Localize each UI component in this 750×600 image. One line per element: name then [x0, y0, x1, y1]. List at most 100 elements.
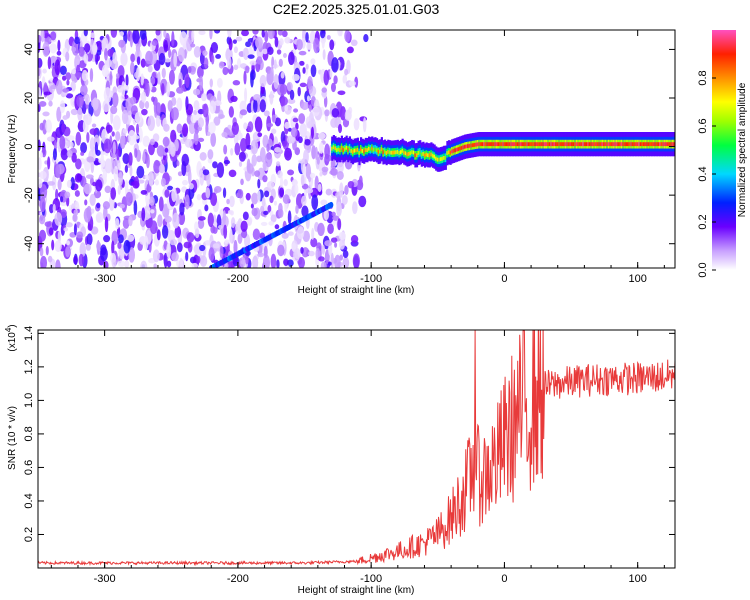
heatmap-cell	[585, 142, 588, 147]
heatmap-cell	[157, 214, 163, 228]
heatmap-cell	[114, 217, 120, 230]
heatmap-cell	[614, 142, 617, 147]
heatmap-cell	[202, 103, 209, 118]
heatmap-cell	[242, 211, 249, 221]
heatmap-cell	[196, 256, 201, 264]
heatmap-cell	[74, 190, 80, 197]
heatmap-cell	[527, 142, 531, 147]
heatmap-cell	[436, 157, 439, 162]
heatmap-cell	[125, 191, 133, 207]
x-tick-label: -300	[94, 273, 116, 285]
heatmap-cell	[346, 46, 354, 54]
heatmap-cell	[331, 146, 334, 151]
heatmap-cell	[184, 73, 190, 89]
heatmap-cell	[558, 142, 561, 147]
heatmap-cell	[207, 149, 214, 160]
heatmap-cell	[140, 91, 147, 103]
heatmap-cell	[155, 30, 161, 36]
heatmap-cell	[264, 30, 269, 43]
heatmap-cell	[478, 142, 481, 147]
heatmap-cell	[185, 96, 189, 111]
snr-panel: -300 -200 -100 0 100 0.2 0.4 0.6 0.8 1.0 1.2 1.4 He…	[4, 324, 676, 596]
heatmap-cell	[218, 225, 223, 230]
heatmap-cell	[193, 131, 199, 146]
heatmap-cell	[366, 148, 369, 153]
y-tick-label: 0	[23, 144, 35, 150]
heatmap-cell	[222, 210, 226, 225]
heatmap-cell	[228, 195, 235, 208]
heatmap-cell	[194, 228, 200, 239]
heatmap-cell	[601, 142, 604, 147]
heatmap-cell	[649, 142, 652, 147]
heatmap-cell	[59, 100, 66, 114]
heatmap-cell	[494, 142, 497, 147]
heatmap-cell	[177, 47, 185, 62]
heatmap-cell	[534, 142, 537, 147]
heatmap-cell	[443, 155, 446, 160]
heatmap-cell	[257, 132, 263, 138]
heatmap-cell	[126, 234, 135, 242]
heatmap-cell	[38, 35, 42, 43]
heatmap-cell	[136, 45, 140, 57]
heatmap-cell	[551, 142, 555, 147]
heatmap-cell	[577, 142, 580, 147]
heatmap-cell	[459, 146, 462, 151]
heatmap-cell	[118, 234, 124, 244]
heatmap-cell	[330, 237, 338, 243]
heatmap-cell	[343, 147, 347, 152]
heatmap-cell	[230, 95, 238, 103]
heatmap-cell	[295, 204, 299, 215]
heatmap-cell	[327, 261, 332, 266]
heatmap-cell	[208, 247, 215, 262]
heatmap-cell	[460, 145, 463, 150]
heatmap-cell	[296, 226, 305, 240]
heatmap-cell	[591, 142, 595, 147]
heatmap-cell	[83, 183, 92, 195]
heatmap-cell	[484, 142, 487, 147]
heatmap-cell	[210, 132, 217, 147]
heatmap-cell	[176, 259, 180, 268]
snr-scale-label: (x104)	[4, 324, 18, 351]
y-tick-label: 1.2	[23, 359, 35, 374]
heatmap-cell	[229, 228, 233, 244]
heatmap-cell	[232, 39, 237, 44]
heatmap-cell	[308, 104, 312, 112]
heatmap-cell	[81, 69, 88, 82]
heatmap-cell	[135, 66, 141, 82]
heatmap-cell	[294, 248, 301, 260]
heatmap-cell	[579, 142, 582, 147]
heatmap-cell	[124, 260, 130, 268]
heatmap-cell	[197, 137, 205, 143]
heatmap-cell	[164, 189, 170, 198]
heatmap-cell	[226, 198, 230, 205]
heatmap-cell	[323, 209, 329, 221]
heatmap-cell	[66, 240, 70, 246]
heatmap-cell	[668, 142, 671, 147]
heatmap-cell	[171, 96, 177, 106]
heatmap-cell	[176, 86, 184, 94]
heatmap-cell	[269, 195, 274, 204]
heatmap-cell	[561, 142, 564, 147]
heatmap-cell	[42, 41, 50, 57]
heatmap-cell	[250, 139, 259, 155]
heatmap-cell	[47, 181, 56, 186]
heatmap-cells	[38, 30, 675, 268]
heatmap-cell	[149, 138, 155, 146]
heatmap-cell	[403, 150, 406, 155]
heatmap-cell	[305, 31, 309, 43]
heatmap-cell	[83, 30, 88, 37]
heatmap-cell	[430, 152, 433, 157]
heatmap-cell	[330, 117, 338, 128]
heatmap-cell	[50, 31, 57, 41]
heatmap-cell	[134, 148, 138, 159]
heatmap-cell	[162, 136, 170, 147]
heatmap-cell	[274, 224, 280, 230]
heatmap-cell	[84, 43, 91, 53]
heatmap-cell	[95, 213, 101, 223]
heatmap-cell	[216, 77, 223, 88]
heatmap-cell	[291, 74, 300, 82]
heatmap-cell	[515, 142, 518, 147]
heatmap-cell	[212, 243, 220, 249]
heatmap-cell	[282, 194, 290, 204]
heatmap-cell	[555, 142, 558, 147]
